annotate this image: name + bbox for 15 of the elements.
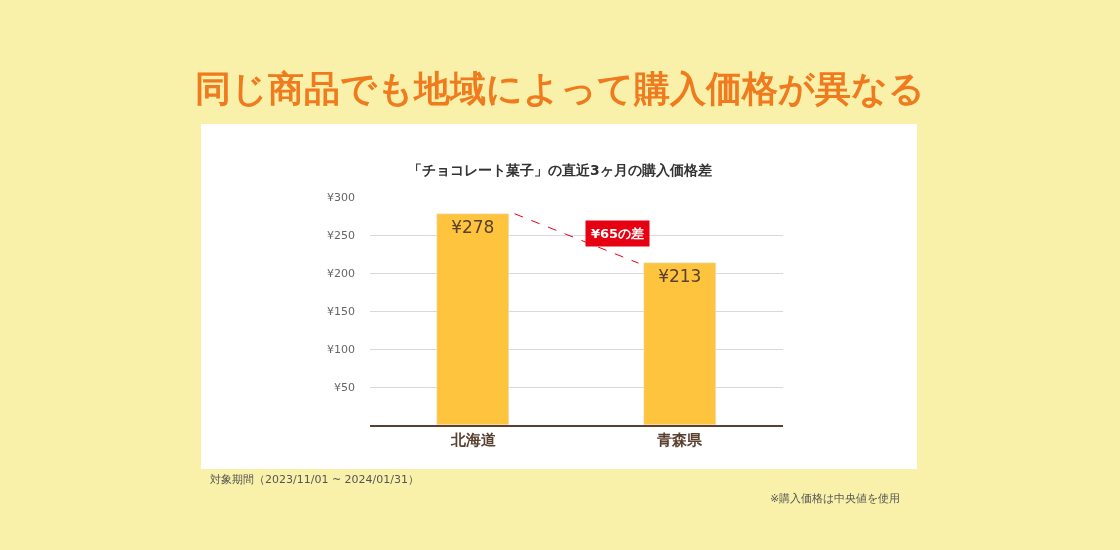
y-tick-label: ¥250 — [327, 228, 355, 242]
y-tick-label: ¥300 — [327, 190, 355, 204]
x-tick-label: 青森県 — [656, 431, 704, 449]
y-tick-label: ¥150 — [327, 304, 355, 318]
chart-subtitle: 「チョコレート菓子」の直近3ヶ月の購入価格差 — [408, 162, 712, 178]
y-tick-label: ¥50 — [334, 380, 355, 394]
text: ※購入価格は中央値を使用 — [770, 492, 901, 505]
y-tick-label: ¥100 — [327, 342, 355, 356]
data-label: ¥213 — [658, 265, 702, 286]
text: 対象期間（2023/11/01 ~ 2024/01/31） — [210, 473, 420, 486]
y-tick-label: ¥200 — [327, 266, 355, 280]
data-label: ¥278 — [451, 216, 495, 237]
annotation: ¥65の差 — [591, 226, 645, 241]
chart-title: 同じ商品でも地域によって購入価格が異なる — [195, 67, 925, 109]
x-tick-label: 北海道 — [449, 431, 497, 449]
